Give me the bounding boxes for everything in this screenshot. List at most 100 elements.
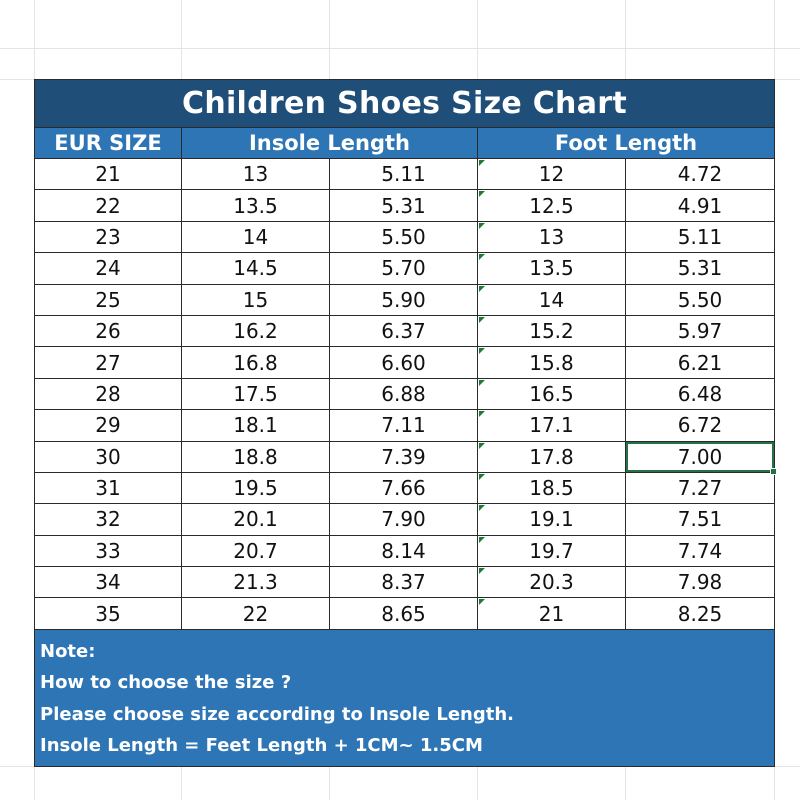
table-row: 33 20.7 8.14 19.7 7.74 xyxy=(35,535,774,568)
table-row: 26 16.2 6.37 15.2 5.97 xyxy=(35,315,774,348)
foot-in-cell[interactable]: 7.98 xyxy=(677,570,723,595)
eur-size-cell[interactable]: 26 xyxy=(35,315,182,347)
insole-in-cell[interactable]: 6.88 xyxy=(330,378,478,410)
eur-size-cell[interactable]: 24 xyxy=(35,253,182,284)
eur-size-cell[interactable]: 31 xyxy=(35,472,182,504)
foot-cm-cell[interactable]: 13.5 xyxy=(478,253,626,284)
insole-in-cell[interactable]: 7.66 xyxy=(330,472,478,504)
insole-cm-cell[interactable]: 22 xyxy=(182,598,330,629)
foot-cm-cell[interactable]: 17.1 xyxy=(478,410,626,441)
eur-size-cell[interactable]: 34 xyxy=(35,567,182,598)
insole-in-cell[interactable]: 5.11 xyxy=(330,159,478,190)
foot-cm-cell[interactable]: 17.8 xyxy=(478,441,626,472)
insole-cm-cell[interactable]: 16.2 xyxy=(182,315,330,347)
foot-in-cell[interactable]: 7.51 xyxy=(677,507,723,532)
insole-in-cell[interactable]: 6.60 xyxy=(330,347,478,378)
eur-size-cell[interactable]: 30 xyxy=(35,441,182,472)
table-row: 32 20.1 7.90 19.1 7.51 xyxy=(35,504,774,536)
table-row: 28 17.5 6.88 16.5 6.48 xyxy=(35,378,774,411)
insole-cm-cell[interactable]: 15 xyxy=(182,284,330,315)
insole-in-cell[interactable]: 7.90 xyxy=(330,504,478,535)
eur-size-cell[interactable]: 23 xyxy=(35,221,182,253)
insole-cm-cell[interactable]: 13 xyxy=(182,159,330,190)
note-line-3: Insole Length = Feet Length + 1CM~ 1.5CM xyxy=(40,735,483,757)
table-row: 23 14 5.50 13 5.11 xyxy=(35,221,774,254)
insole-cm-cell[interactable]: 18.1 xyxy=(182,410,330,441)
table-row: 22 13.5 5.31 12.5 4.91 xyxy=(35,190,774,222)
eur-size-cell[interactable]: 22 xyxy=(35,190,182,221)
insole-in-cell[interactable]: 6.37 xyxy=(330,315,478,347)
eur-size-cell[interactable]: 27 xyxy=(35,347,182,378)
eur-size-cell[interactable]: 29 xyxy=(35,410,182,441)
foot-in-cell[interactable]: 4.72 xyxy=(677,162,723,187)
header-foot-length[interactable]: Foot Length xyxy=(554,131,698,155)
table-row: 24 14.5 5.70 13.5 5.31 xyxy=(35,253,774,285)
insole-in-cell[interactable]: 8.14 xyxy=(330,535,478,567)
table-row: 29 18.1 7.11 17.1 6.72 xyxy=(35,410,774,442)
size-chart-table: Children Shoes Size Chart EUR SIZE Insol… xyxy=(34,79,777,767)
foot-cm-cell[interactable]: 20.3 xyxy=(478,567,626,598)
foot-in-cell[interactable]: 6.72 xyxy=(677,413,723,438)
eur-size-cell[interactable]: 35 xyxy=(35,598,182,629)
size-rows: 21 13 5.11 12 4.72 22 13.5 5.31 12.5 4.91 23 14 5.50… xyxy=(35,159,777,630)
insole-in-cell[interactable]: 5.50 xyxy=(330,221,478,253)
foot-in-cell[interactable]: 7.27 xyxy=(677,476,723,501)
foot-cm-cell[interactable]: 13 xyxy=(478,221,626,253)
foot-in-cell[interactable]: 5.50 xyxy=(677,287,723,312)
table-row: 21 13 5.11 12 4.72 xyxy=(35,159,774,191)
foot-in-cell[interactable]: 8.25 xyxy=(677,601,723,626)
note-label: Note: xyxy=(40,640,96,662)
insole-cm-cell[interactable]: 20.7 xyxy=(182,535,330,567)
insole-cm-cell[interactable]: 20.1 xyxy=(182,504,330,535)
insole-cm-cell[interactable]: 14.5 xyxy=(182,253,330,284)
foot-cm-cell[interactable]: 19.7 xyxy=(478,535,626,567)
eur-size-cell[interactable]: 21 xyxy=(35,159,182,190)
foot-cm-cell[interactable]: 15.2 xyxy=(478,315,626,347)
foot-in-cell[interactable]: 7.00 xyxy=(626,441,777,475)
foot-cm-cell[interactable]: 18.5 xyxy=(478,472,626,504)
insole-in-cell[interactable]: 7.11 xyxy=(330,410,478,441)
foot-cm-cell[interactable]: 19.1 xyxy=(478,504,626,535)
insole-cm-cell[interactable]: 14 xyxy=(182,221,330,253)
foot-cm-cell[interactable]: 12.5 xyxy=(478,190,626,221)
table-row: 34 21.3 8.37 20.3 7.98 xyxy=(35,567,774,599)
eur-size-cell[interactable]: 25 xyxy=(35,284,182,315)
insole-in-cell[interactable]: 7.39 xyxy=(330,441,478,472)
foot-in-cell[interactable]: 6.21 xyxy=(677,350,723,375)
foot-in-cell[interactable]: 5.31 xyxy=(677,256,723,281)
foot-in-cell[interactable]: 5.11 xyxy=(677,224,723,249)
insole-in-cell[interactable]: 8.37 xyxy=(330,567,478,598)
insole-in-cell[interactable]: 8.65 xyxy=(330,598,478,629)
table-row: 35 22 8.65 21 8.25 xyxy=(35,598,774,630)
foot-cm-cell[interactable]: 21 xyxy=(478,598,626,629)
insole-cm-cell[interactable]: 18.8 xyxy=(182,441,330,472)
eur-size-cell[interactable]: 33 xyxy=(35,535,182,567)
selection-fill-handle[interactable] xyxy=(770,467,777,475)
insole-cm-cell[interactable]: 19.5 xyxy=(182,472,330,504)
header-eur-size[interactable]: EUR SIZE xyxy=(35,128,182,158)
foot-in-cell[interactable]: 4.91 xyxy=(677,193,723,218)
header-row: EUR SIZE Insole Length Foot Length xyxy=(35,128,774,159)
insole-cm-cell[interactable]: 13.5 xyxy=(182,190,330,221)
note-line-2: Please choose size according to Insole L… xyxy=(40,703,515,725)
foot-in-cell[interactable]: 7.74 xyxy=(677,538,723,563)
note-section[interactable]: Note: How to choose the size ? Please ch… xyxy=(35,629,774,766)
eur-size-cell[interactable]: 32 xyxy=(35,504,182,535)
insole-cm-cell[interactable]: 21.3 xyxy=(182,567,330,598)
header-insole-length[interactable]: Insole Length xyxy=(182,128,478,158)
foot-cm-cell[interactable]: 16.5 xyxy=(478,378,626,410)
foot-cm-cell[interactable]: 12 xyxy=(478,159,626,190)
table-row: 30 18.8 7.39 17.8 7.00 xyxy=(35,441,777,475)
foot-cm-cell[interactable]: 14 xyxy=(478,284,626,315)
chart-title[interactable]: Children Shoes Size Chart xyxy=(35,80,774,128)
eur-size-cell[interactable]: 28 xyxy=(35,378,182,410)
foot-in-cell[interactable]: 6.48 xyxy=(677,381,723,406)
insole-cm-cell[interactable]: 16.8 xyxy=(182,347,330,378)
insole-in-cell[interactable]: 5.31 xyxy=(330,190,478,221)
note-line-1: How to choose the size ? xyxy=(40,672,292,694)
insole-in-cell[interactable]: 5.70 xyxy=(330,253,478,284)
insole-cm-cell[interactable]: 17.5 xyxy=(182,378,330,410)
foot-in-cell[interactable]: 5.97 xyxy=(677,319,723,344)
insole-in-cell[interactable]: 5.90 xyxy=(330,284,478,315)
foot-cm-cell[interactable]: 15.8 xyxy=(478,347,626,378)
